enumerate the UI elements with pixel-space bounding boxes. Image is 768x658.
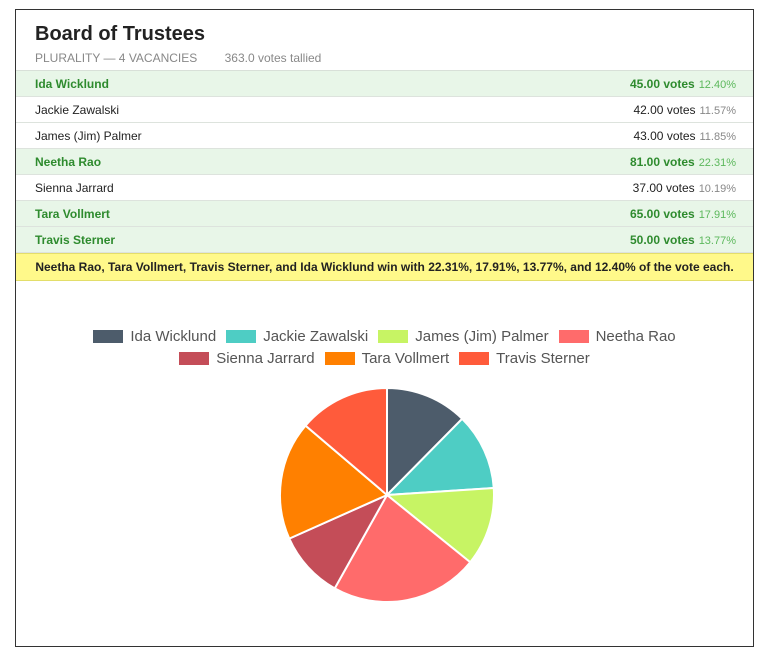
candidate-name: James (Jim) Palmer <box>35 128 142 143</box>
legend-swatch <box>459 351 490 365</box>
candidate-votes: 50.00 votes <box>629 232 695 247</box>
pie-chart <box>279 386 495 603</box>
pie-slice[interactable] <box>386 386 464 498</box>
winners-summary: Neetha Rao, Tara Vollmert, Travis Sterne… <box>16 253 753 281</box>
legend-label: Sienna Jarrard <box>216 349 315 367</box>
legend-swatch <box>93 329 124 343</box>
candidate-row: Neetha Rao 81.00 votes 22.31% <box>16 149 753 175</box>
race-header: Board of Trustees PLURALITY — 4 VACANCIE… <box>16 10 753 70</box>
legend-swatch <box>558 329 589 343</box>
candidate-result: 43.00 votes 11.85% <box>633 129 736 143</box>
candidate-result: 81.00 votes 22.31% <box>630 155 736 169</box>
candidate-row: Jackie Zawalski 42.00 votes 11.57% <box>16 97 753 123</box>
votes-tallied: 363.0 votes tallied <box>224 51 322 65</box>
legend-label: Neetha Rao <box>595 327 676 345</box>
candidate-result: 37.00 votes 10.19% <box>633 181 736 195</box>
legend-item[interactable]: Travis Sterner <box>459 350 590 367</box>
candidate-row: James (Jim) Palmer 43.00 votes 11.85% <box>16 123 753 149</box>
chart-legend: Ida Wicklund Jackie Zawalski James (Jim) P… <box>16 325 753 369</box>
candidate-percent: 10.19% <box>698 182 736 195</box>
results-table: Ida Wicklund 45.00 votes 12.40% Jackie Zawa… <box>16 70 753 253</box>
candidate-row: Sienna Jarrard 37.00 votes 10.19% <box>16 175 753 201</box>
candidate-name: Tara Vollmert <box>35 206 110 221</box>
candidate-percent: 17.91% <box>698 208 736 221</box>
candidate-percent: 22.31% <box>698 156 736 169</box>
candidate-row: Travis Sterner 50.00 votes 13.77% <box>16 227 753 253</box>
legend-item[interactable]: Jackie Zawalski <box>226 328 368 345</box>
pie-slice[interactable] <box>304 386 388 498</box>
pie-slice[interactable] <box>279 424 389 540</box>
legend-item[interactable]: Sienna Jarrard <box>179 349 315 367</box>
candidate-percent: 12.40% <box>698 78 736 91</box>
legend-row: Sienna Jarrard Tara Vollmert Travis Sterne… <box>16 347 753 369</box>
vote-chart: Ida Wicklund Jackie Zawalski James (Jim) P… <box>16 315 753 615</box>
legend-swatch <box>226 329 257 343</box>
candidate-result: 50.00 votes 13.77% <box>630 233 736 247</box>
legend-label: Jackie Zawalski <box>263 327 369 345</box>
candidate-percent: 13.77% <box>698 234 736 247</box>
candidate-name: Travis Sterner <box>35 232 116 247</box>
legend-label: Tara Vollmert <box>361 349 450 367</box>
legend-item[interactable]: Ida Wicklund <box>93 328 216 345</box>
pie-slice[interactable] <box>333 493 472 603</box>
candidate-row: Ida Wicklund 45.00 votes 12.40% <box>16 71 753 97</box>
candidate-name: Ida Wicklund <box>35 76 109 91</box>
pie-slice[interactable] <box>384 417 495 497</box>
legend-label: Travis Sterner <box>496 349 590 367</box>
legend-item[interactable]: James (Jim) Palmer <box>378 327 549 345</box>
candidate-votes: 42.00 votes <box>633 102 696 117</box>
legend-item[interactable]: Tara Vollmert <box>324 349 450 367</box>
legend-row: Ida Wicklund Jackie Zawalski James (Jim) P… <box>16 325 753 347</box>
race-title: Board of Trustees <box>35 23 206 45</box>
candidate-votes: 81.00 votes <box>629 154 695 169</box>
candidate-name: Neetha Rao <box>35 154 102 169</box>
legend-swatch <box>324 351 355 365</box>
candidate-row: Tara Vollmert 65.00 votes 17.91% <box>16 201 753 227</box>
race-subtitle: PLURALITY — 4 VACANCIES 363.0 votes tall… <box>35 51 753 65</box>
candidate-name: Jackie Zawalski <box>35 102 120 117</box>
candidate-result: 65.00 votes 17.91% <box>630 207 736 221</box>
legend-item[interactable]: Neetha Rao <box>558 327 676 345</box>
candidate-votes: 45.00 votes <box>629 76 695 91</box>
candidate-votes: 37.00 votes <box>632 180 695 195</box>
candidate-percent: 11.57% <box>699 104 737 117</box>
candidate-name: Sienna Jarrard <box>35 180 114 195</box>
results-card: Board of Trustees PLURALITY — 4 VACANCIE… <box>15 9 754 647</box>
candidate-votes: 65.00 votes <box>629 206 695 221</box>
legend-label: James (Jim) Palmer <box>415 327 549 345</box>
candidate-votes: 43.00 votes <box>633 128 696 143</box>
voting-method: PLURALITY — 4 VACANCIES <box>35 51 198 65</box>
candidate-result: 42.00 votes 11.57% <box>633 103 736 117</box>
legend-swatch <box>179 351 210 365</box>
pie-slice[interactable] <box>384 486 495 564</box>
candidate-result: 45.00 votes 12.40% <box>630 77 736 91</box>
legend-label: Ida Wicklund <box>130 327 217 345</box>
legend-swatch <box>378 329 409 343</box>
candidate-percent: 11.85% <box>699 130 737 143</box>
